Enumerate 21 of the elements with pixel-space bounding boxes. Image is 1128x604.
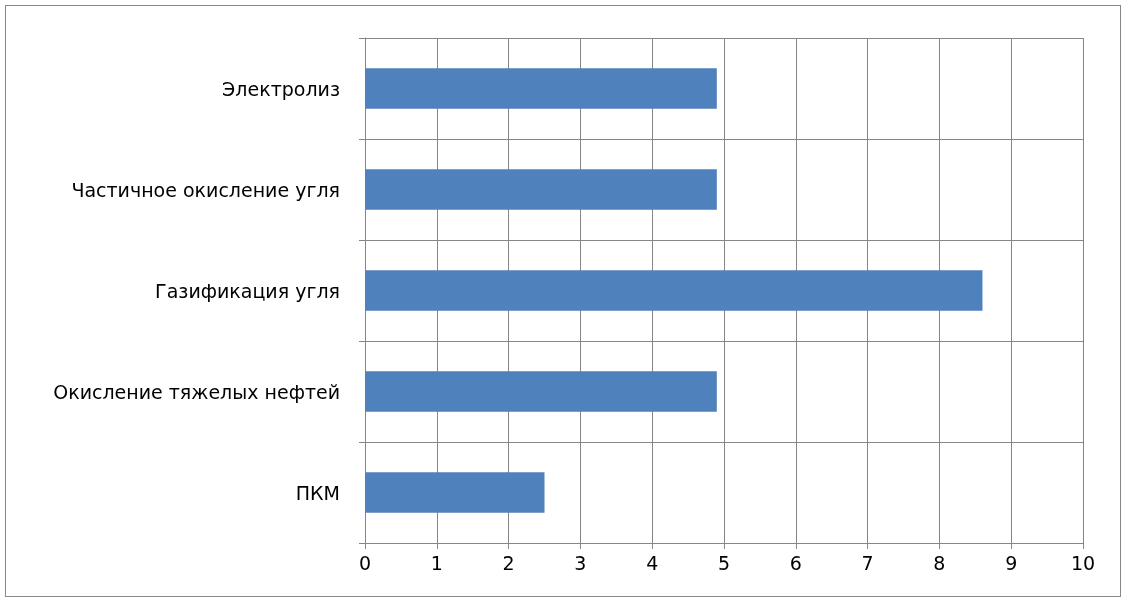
bar: [365, 371, 717, 412]
bar: [365, 169, 717, 210]
y-tick-label: Окисление тяжелых нефтей: [53, 380, 340, 403]
bar: [365, 68, 717, 109]
x-tick-label: 10: [1070, 551, 1096, 574]
y-tick-label: ПКМ: [295, 481, 340, 504]
x-tick-label: 5: [717, 551, 731, 574]
x-tick-label: 9: [1005, 551, 1018, 574]
y-tick-label: Газификация угля: [155, 279, 340, 302]
x-tick-label: 2: [502, 551, 515, 574]
y-tick-label: Электролиз: [222, 77, 340, 100]
bar: [365, 270, 983, 311]
x-tick-label: 3: [574, 551, 587, 574]
y-tick-label: Частичное окисление угля: [71, 178, 340, 201]
x-tick-label: 6: [789, 551, 802, 574]
bar: [365, 472, 545, 513]
x-tick-label: 1: [430, 551, 443, 574]
x-tick-label: 8: [933, 551, 946, 574]
x-tick-label: 4: [646, 551, 659, 574]
x-tick-label: 0: [358, 551, 372, 574]
x-tick-label: 7: [861, 551, 874, 574]
